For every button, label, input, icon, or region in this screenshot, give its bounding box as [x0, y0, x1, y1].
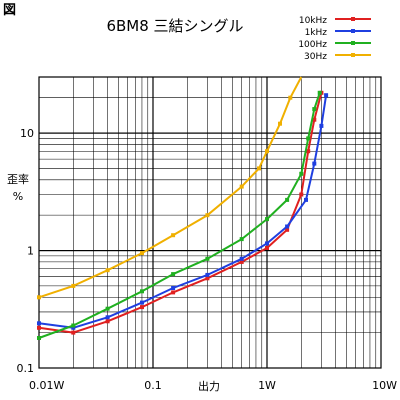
data-point-10kHz — [37, 325, 41, 330]
legend-marker — [351, 41, 355, 45]
data-point-30Hz — [71, 283, 76, 288]
data-point-1kHz — [71, 325, 76, 330]
legend-marker — [351, 53, 355, 57]
legend-label: 30Hz — [304, 52, 327, 62]
x-tick-label: 0.01W — [29, 379, 64, 392]
data-point-100Hz — [312, 107, 317, 112]
data-point-1kHz — [140, 300, 144, 305]
x-tick-label: 1W — [258, 379, 276, 392]
data-point-1kHz — [171, 286, 176, 290]
series-line-1kHz — [38, 95, 328, 329]
y-tick-label: 1 — [27, 245, 34, 258]
legend-item-30Hz: 30Hz — [304, 52, 371, 62]
data-point-1kHz — [265, 241, 269, 246]
grid — [38, 76, 382, 369]
data-point-100Hz — [71, 323, 76, 328]
x-tick-label: 10W — [372, 379, 397, 392]
data-point-30Hz — [105, 268, 110, 273]
data-point-1kHz — [37, 321, 41, 326]
legend-marker — [351, 29, 355, 33]
data-point-30Hz — [257, 166, 261, 171]
data-point-10kHz — [299, 192, 304, 197]
data-point-100Hz — [306, 136, 311, 141]
data-point-1kHz — [312, 161, 317, 166]
data-series — [37, 76, 329, 340]
data-point-1kHz — [319, 123, 324, 128]
series-10kHz — [37, 90, 324, 335]
series-line-10kHz — [38, 92, 323, 334]
data-point-30Hz — [288, 95, 293, 100]
data-point-100Hz — [239, 237, 244, 242]
data-point-10kHz — [265, 246, 269, 250]
y-tick-label: 0.1 — [17, 362, 35, 375]
data-point-10kHz — [285, 227, 290, 232]
data-point-1kHz — [324, 93, 329, 98]
legend-marker — [351, 17, 355, 21]
data-point-1kHz — [239, 256, 244, 261]
y-tick-label: 10 — [20, 127, 34, 140]
data-point-100Hz — [171, 272, 176, 277]
data-point-10kHz — [71, 330, 76, 335]
y-axis-label-line1: 歪率 — [7, 172, 29, 186]
series-100Hz — [37, 90, 322, 340]
data-point-30Hz — [278, 121, 282, 126]
legend-label: 1kHz — [305, 28, 328, 38]
chart-title: 6BM8 三結シングル — [106, 17, 243, 35]
data-point-1kHz — [285, 224, 290, 229]
data-point-100Hz — [299, 171, 304, 176]
tick-labels: 0.01W 0.1 1W 10W 0.1 1 10 — [17, 127, 398, 392]
x-tick-label: 0.1 — [144, 379, 162, 392]
data-point-10kHz — [105, 319, 110, 324]
data-point-1kHz — [205, 272, 210, 277]
series-1kHz — [37, 93, 329, 330]
legend-label: 100Hz — [298, 40, 327, 50]
data-point-30Hz — [171, 233, 176, 238]
legend-item-10kHz: 10kHz — [299, 16, 371, 26]
data-point-1kHz — [304, 197, 308, 202]
x-axis-label: 出力 — [198, 379, 220, 393]
data-point-100Hz — [265, 217, 269, 222]
data-point-1kHz — [105, 315, 110, 320]
data-point-10kHz — [205, 276, 210, 281]
figure-label: 図 — [3, 3, 16, 18]
data-point-30Hz — [239, 184, 244, 189]
data-point-100Hz — [105, 306, 110, 311]
data-point-10kHz — [306, 149, 311, 154]
data-point-10kHz — [312, 117, 317, 122]
legend-label: 10kHz — [299, 16, 327, 26]
data-point-100Hz — [285, 197, 290, 202]
data-point-100Hz — [140, 289, 144, 294]
y-axis-label-line2: % — [13, 190, 23, 203]
data-point-100Hz — [37, 336, 41, 340]
data-point-30Hz — [140, 251, 144, 256]
data-point-100Hz — [205, 256, 210, 261]
data-point-10kHz — [140, 305, 144, 310]
series-30Hz — [37, 76, 303, 300]
plot-frame — [38, 76, 382, 369]
data-point-30Hz — [37, 295, 41, 300]
legend-item-1kHz: 1kHz — [305, 28, 371, 38]
data-point-10kHz — [171, 290, 176, 295]
data-point-30Hz — [265, 149, 269, 154]
data-point-100Hz — [317, 90, 322, 95]
data-point-30Hz — [205, 213, 210, 218]
series-line-30Hz — [38, 76, 303, 299]
legend-item-100Hz: 100Hz — [298, 40, 371, 50]
data-point-10kHz — [239, 259, 244, 264]
legend: 10kHz 1kHz 100Hz 30Hz — [298, 16, 371, 62]
